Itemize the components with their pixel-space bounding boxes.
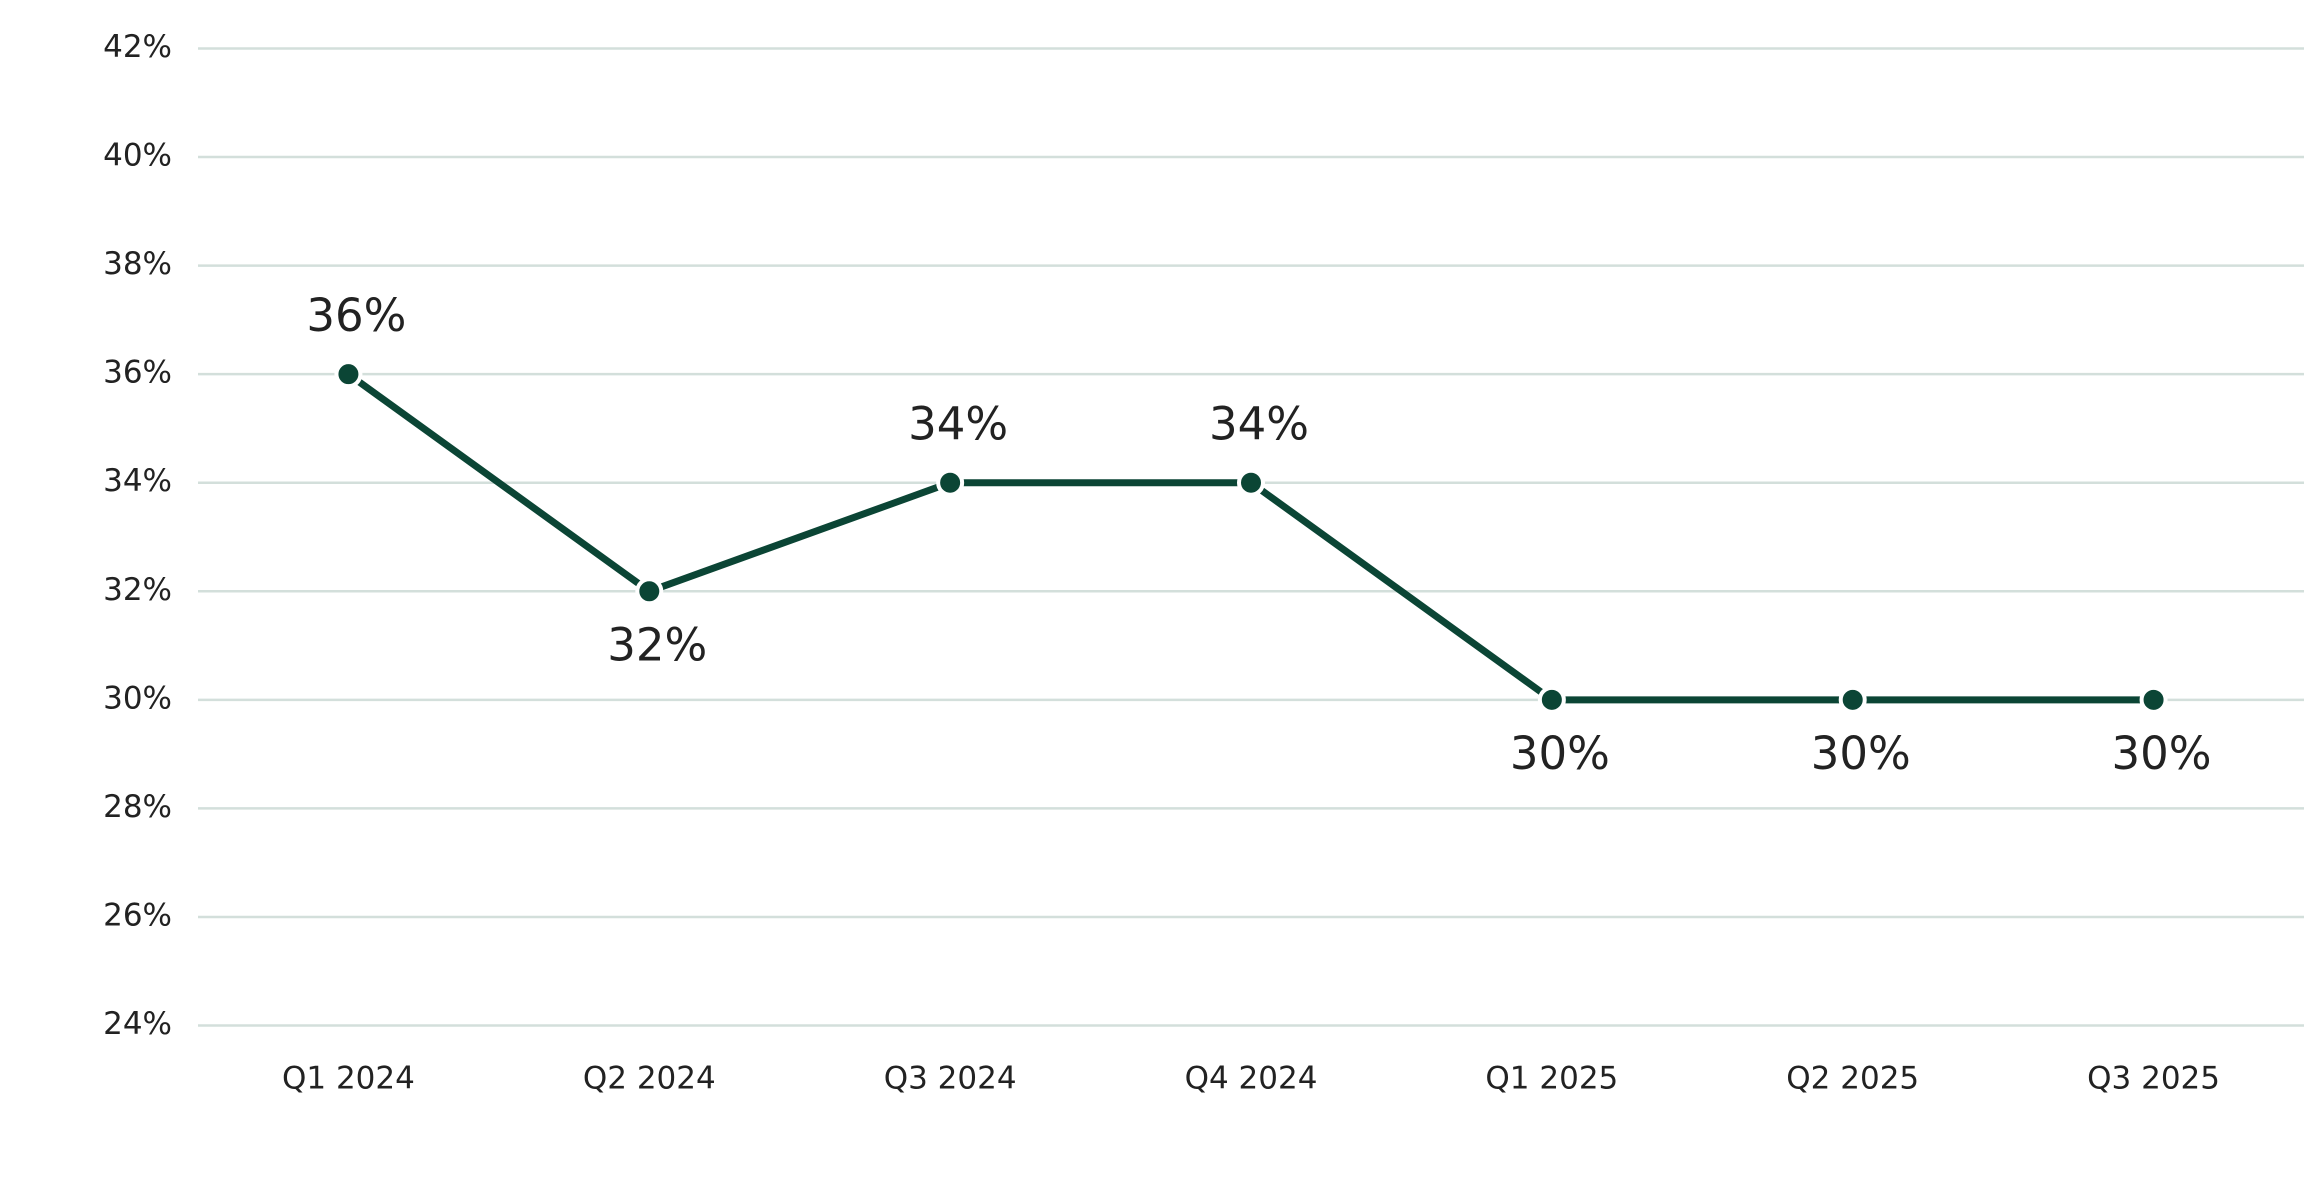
- y-tick-label: 24%: [103, 1006, 172, 1042]
- point: [936, 468, 965, 497]
- value-label: 32%: [607, 618, 707, 671]
- x-tick-label: Q1 2024: [282, 1061, 415, 1097]
- value-label: 34%: [1209, 398, 1309, 451]
- value-label: 30%: [2112, 727, 2212, 780]
- x-tick-label: Q1 2025: [1485, 1061, 1618, 1097]
- point: [1537, 685, 1566, 714]
- value-label: 34%: [908, 398, 1008, 451]
- point: [2139, 685, 2168, 714]
- x-tick-label: Q3 2025: [2087, 1061, 2220, 1097]
- point: [635, 577, 664, 606]
- point: [1838, 685, 1867, 714]
- value-label: 30%: [1510, 727, 1610, 780]
- y-tick-label: 38%: [103, 246, 172, 282]
- x-tick-label: Q4 2024: [1185, 1061, 1318, 1097]
- x-tick-label: Q2 2024: [583, 1061, 716, 1097]
- point: [334, 360, 363, 389]
- y-tick-label: 34%: [103, 463, 172, 499]
- point: [1237, 468, 1265, 497]
- value-label: 30%: [1811, 727, 1911, 780]
- y-tick-label: 32%: [103, 572, 172, 608]
- y-tick-label: 36%: [103, 355, 172, 391]
- y-tick-label: 42%: [103, 29, 172, 65]
- value-label: 36%: [306, 289, 406, 342]
- y-tick-label: 30%: [103, 680, 172, 716]
- x-tick-label: Q2 2025: [1786, 1061, 1919, 1097]
- y-tick-label: 26%: [103, 897, 172, 933]
- y-tick-label: 28%: [103, 789, 172, 825]
- x-tick-label: Q3 2024: [884, 1061, 1017, 1097]
- y-tick-label: 40%: [103, 138, 172, 174]
